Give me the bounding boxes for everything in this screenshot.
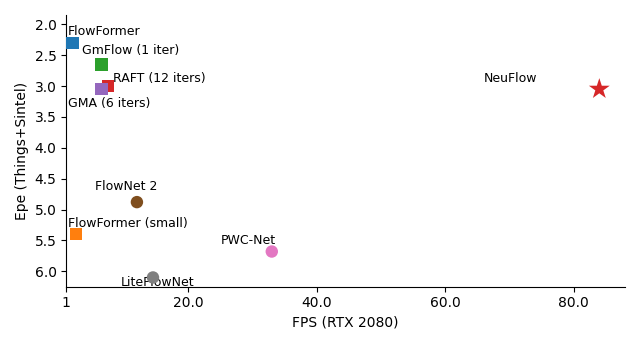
Text: GmFlow (1 iter): GmFlow (1 iter) (83, 44, 180, 57)
Text: GMA (6 iters): GMA (6 iters) (68, 97, 150, 110)
Point (97, 62, 107, 67)
Point (103, 83, 113, 89)
Text: NeuFlow: NeuFlow (484, 72, 537, 85)
Text: PWC-Net: PWC-Net (220, 234, 276, 247)
Point (594, 86, 604, 92)
Point (267, 249, 277, 254)
Text: LiteFlowNet: LiteFlowNet (121, 276, 195, 289)
Y-axis label: Epe (Things+Sintel): Epe (Things+Sintel) (15, 82, 29, 220)
Text: FlowFormer: FlowFormer (68, 25, 141, 38)
Point (132, 199, 142, 205)
Point (71, 231, 81, 237)
Text: FlowNet 2: FlowNet 2 (95, 179, 157, 193)
Text: FlowFormer (small): FlowFormer (small) (68, 217, 188, 230)
Point (148, 275, 158, 280)
Point (97, 86, 107, 92)
Text: RAFT (12 iters): RAFT (12 iters) (113, 72, 205, 85)
X-axis label: FPS (RTX 2080): FPS (RTX 2080) (292, 316, 399, 330)
Point (68, 40, 78, 46)
